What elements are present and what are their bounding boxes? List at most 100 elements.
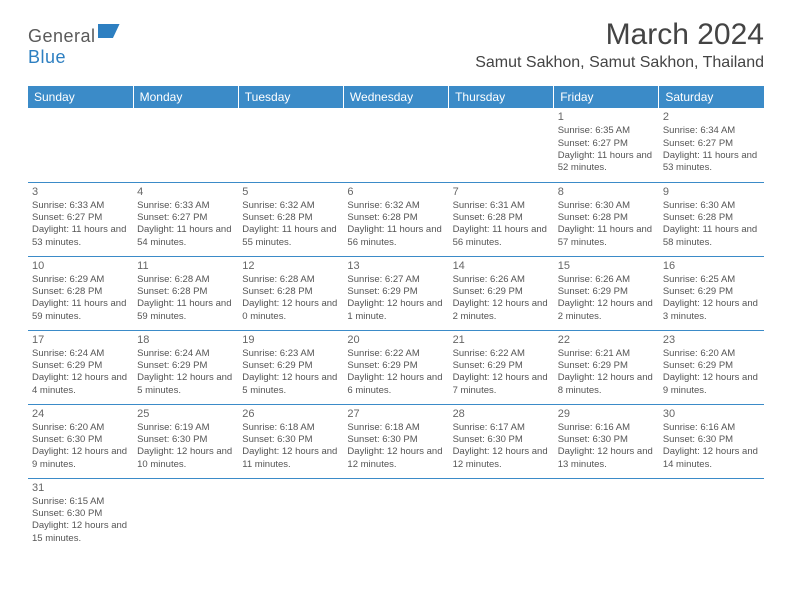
sunrise-text: Sunrise: 6:27 AM [347, 274, 444, 286]
calendar-cell: 27Sunrise: 6:18 AMSunset: 6:30 PMDayligh… [343, 404, 448, 478]
daylight-text: Daylight: 12 hours and 4 minutes. [32, 372, 129, 397]
sunrise-text: Sunrise: 6:18 AM [242, 422, 339, 434]
calendar-cell: 11Sunrise: 6:28 AMSunset: 6:28 PMDayligh… [133, 256, 238, 330]
calendar-cell: 17Sunrise: 6:24 AMSunset: 6:29 PMDayligh… [28, 330, 133, 404]
day-number: 2 [663, 110, 760, 124]
calendar-cell: 26Sunrise: 6:18 AMSunset: 6:30 PMDayligh… [238, 404, 343, 478]
sunset-text: Sunset: 6:29 PM [663, 360, 760, 372]
day-header: Sunday [28, 86, 133, 108]
calendar-cell: 6Sunrise: 6:32 AMSunset: 6:28 PMDaylight… [343, 182, 448, 256]
sunrise-text: Sunrise: 6:32 AM [347, 200, 444, 212]
calendar-cell [554, 478, 659, 552]
day-number: 13 [347, 259, 444, 273]
daylight-text: Daylight: 12 hours and 12 minutes. [453, 446, 550, 471]
sunrise-text: Sunrise: 6:17 AM [453, 422, 550, 434]
brand-part2: Blue [28, 47, 66, 67]
daylight-text: Daylight: 11 hours and 52 minutes. [558, 150, 655, 175]
daylight-text: Daylight: 12 hours and 2 minutes. [453, 298, 550, 323]
sunrise-text: Sunrise: 6:24 AM [32, 348, 129, 360]
sunrise-text: Sunrise: 6:33 AM [32, 200, 129, 212]
day-number: 4 [137, 185, 234, 199]
calendar-row: 24Sunrise: 6:20 AMSunset: 6:30 PMDayligh… [28, 404, 764, 478]
sunset-text: Sunset: 6:28 PM [242, 286, 339, 298]
sunset-text: Sunset: 6:28 PM [137, 286, 234, 298]
calendar-cell: 3Sunrise: 6:33 AMSunset: 6:27 PMDaylight… [28, 182, 133, 256]
day-header-row: SundayMondayTuesdayWednesdayThursdayFrid… [28, 86, 764, 108]
calendar-cell [133, 478, 238, 552]
day-number: 31 [32, 481, 129, 495]
sunrise-text: Sunrise: 6:24 AM [137, 348, 234, 360]
sunrise-text: Sunrise: 6:21 AM [558, 348, 655, 360]
calendar-cell: 9Sunrise: 6:30 AMSunset: 6:28 PMDaylight… [659, 182, 764, 256]
day-number: 9 [663, 185, 760, 199]
calendar-row: 17Sunrise: 6:24 AMSunset: 6:29 PMDayligh… [28, 330, 764, 404]
sunrise-text: Sunrise: 6:16 AM [663, 422, 760, 434]
calendar-cell: 28Sunrise: 6:17 AMSunset: 6:30 PMDayligh… [449, 404, 554, 478]
header: General Blue March 2024 Samut Sakhon, Sa… [0, 0, 792, 78]
daylight-text: Daylight: 11 hours and 59 minutes. [32, 298, 129, 323]
title-block: March 2024 Samut Sakhon, Samut Sakhon, T… [475, 18, 764, 72]
day-number: 12 [242, 259, 339, 273]
sunset-text: Sunset: 6:29 PM [558, 360, 655, 372]
sunset-text: Sunset: 6:29 PM [347, 286, 444, 298]
calendar-cell: 13Sunrise: 6:27 AMSunset: 6:29 PMDayligh… [343, 256, 448, 330]
brand-logo: General Blue [28, 18, 120, 68]
day-number: 7 [453, 185, 550, 199]
sunset-text: Sunset: 6:28 PM [347, 212, 444, 224]
sunset-text: Sunset: 6:30 PM [347, 434, 444, 446]
daylight-text: Daylight: 11 hours and 53 minutes. [663, 150, 760, 175]
calendar-cell [28, 108, 133, 182]
calendar-cell: 8Sunrise: 6:30 AMSunset: 6:28 PMDaylight… [554, 182, 659, 256]
daylight-text: Daylight: 12 hours and 9 minutes. [663, 372, 760, 397]
month-title: March 2024 [475, 18, 764, 52]
daylight-text: Daylight: 11 hours and 55 minutes. [242, 224, 339, 249]
sunset-text: Sunset: 6:28 PM [32, 286, 129, 298]
sunrise-text: Sunrise: 6:32 AM [242, 200, 339, 212]
sunset-text: Sunset: 6:29 PM [137, 360, 234, 372]
daylight-text: Daylight: 11 hours and 59 minutes. [137, 298, 234, 323]
day-number: 22 [558, 333, 655, 347]
daylight-text: Daylight: 12 hours and 5 minutes. [242, 372, 339, 397]
calendar-cell [343, 108, 448, 182]
calendar-cell [659, 478, 764, 552]
daylight-text: Daylight: 12 hours and 11 minutes. [242, 446, 339, 471]
daylight-text: Daylight: 11 hours and 56 minutes. [453, 224, 550, 249]
brand-name: General Blue [28, 26, 120, 68]
sunrise-text: Sunrise: 6:25 AM [663, 274, 760, 286]
sunset-text: Sunset: 6:27 PM [558, 138, 655, 150]
daylight-text: Daylight: 12 hours and 6 minutes. [347, 372, 444, 397]
calendar-cell: 23Sunrise: 6:20 AMSunset: 6:29 PMDayligh… [659, 330, 764, 404]
calendar-cell [449, 478, 554, 552]
day-number: 27 [347, 407, 444, 421]
flag-icon [98, 24, 120, 38]
day-number: 28 [453, 407, 550, 421]
day-number: 6 [347, 185, 444, 199]
sunrise-text: Sunrise: 6:29 AM [32, 274, 129, 286]
calendar-cell [343, 478, 448, 552]
calendar-cell: 29Sunrise: 6:16 AMSunset: 6:30 PMDayligh… [554, 404, 659, 478]
sunrise-text: Sunrise: 6:30 AM [663, 200, 760, 212]
day-number: 23 [663, 333, 760, 347]
calendar-cell: 31Sunrise: 6:15 AMSunset: 6:30 PMDayligh… [28, 478, 133, 552]
sunrise-text: Sunrise: 6:20 AM [663, 348, 760, 360]
day-number: 18 [137, 333, 234, 347]
sunrise-text: Sunrise: 6:34 AM [663, 125, 760, 137]
calendar-cell: 1Sunrise: 6:35 AMSunset: 6:27 PMDaylight… [554, 108, 659, 182]
day-header: Tuesday [238, 86, 343, 108]
day-number: 17 [32, 333, 129, 347]
calendar-cell: 2Sunrise: 6:34 AMSunset: 6:27 PMDaylight… [659, 108, 764, 182]
sunset-text: Sunset: 6:29 PM [663, 286, 760, 298]
calendar-cell: 19Sunrise: 6:23 AMSunset: 6:29 PMDayligh… [238, 330, 343, 404]
daylight-text: Daylight: 12 hours and 9 minutes. [32, 446, 129, 471]
day-number: 5 [242, 185, 339, 199]
daylight-text: Daylight: 11 hours and 58 minutes. [663, 224, 760, 249]
sunset-text: Sunset: 6:28 PM [242, 212, 339, 224]
calendar-cell: 24Sunrise: 6:20 AMSunset: 6:30 PMDayligh… [28, 404, 133, 478]
sunset-text: Sunset: 6:27 PM [32, 212, 129, 224]
day-number: 30 [663, 407, 760, 421]
day-number: 25 [137, 407, 234, 421]
day-number: 20 [347, 333, 444, 347]
day-header: Friday [554, 86, 659, 108]
calendar-cell: 4Sunrise: 6:33 AMSunset: 6:27 PMDaylight… [133, 182, 238, 256]
day-number: 1 [558, 110, 655, 124]
